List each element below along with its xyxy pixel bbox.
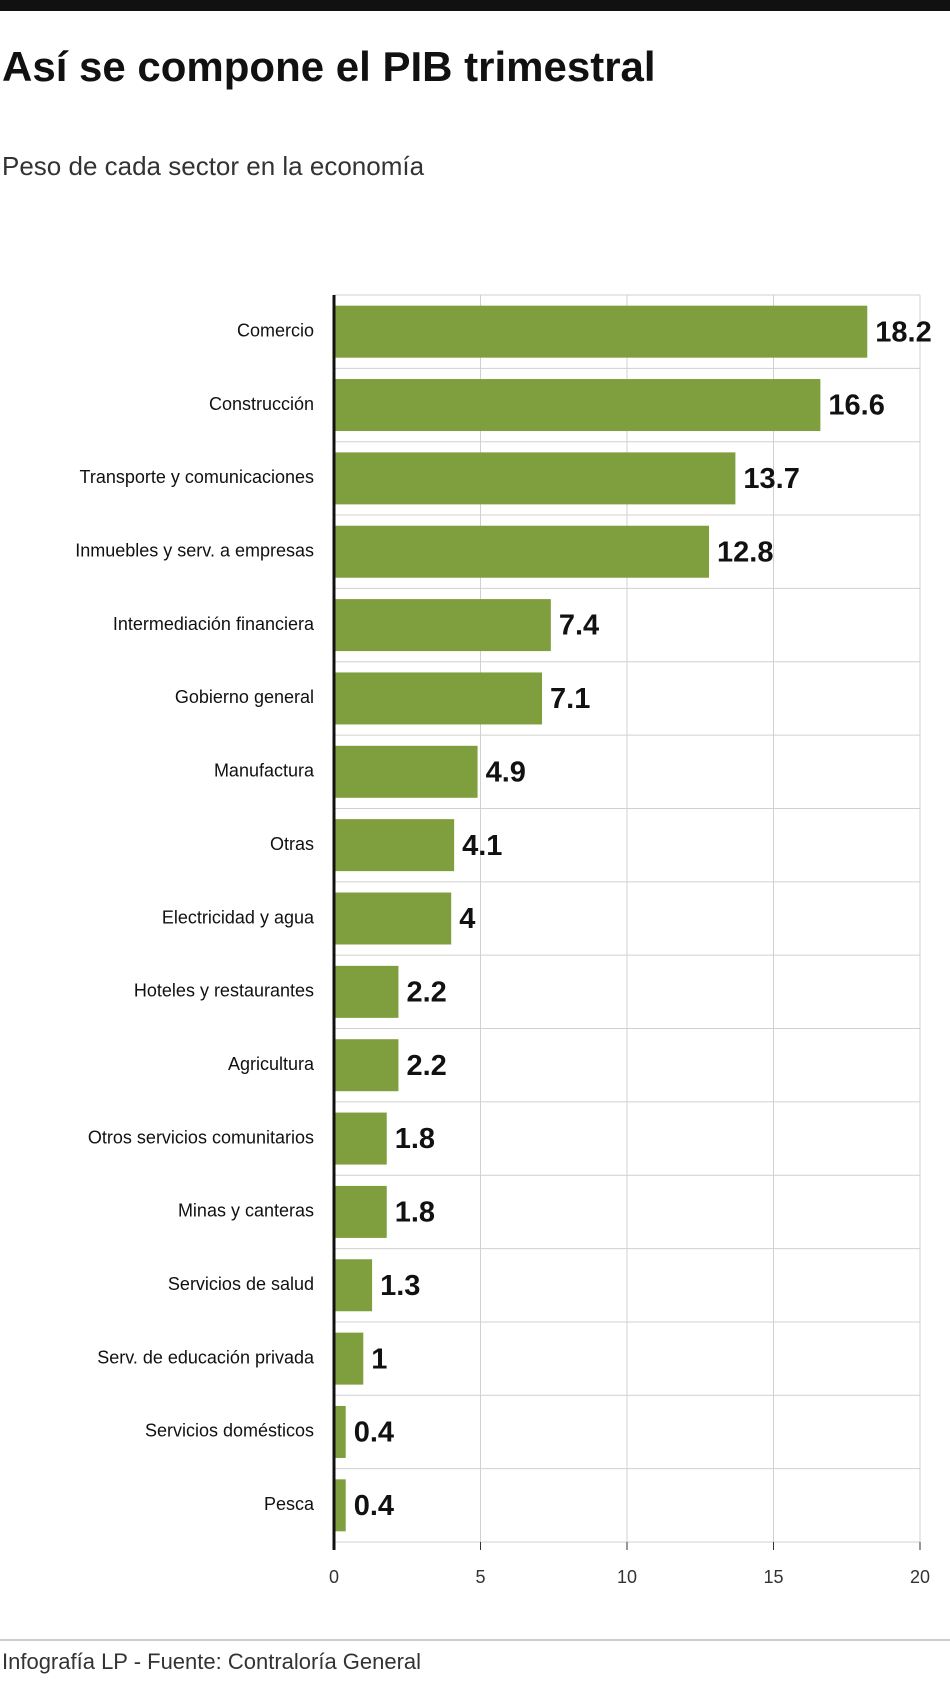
y-tick-label: Pesca: [264, 1494, 315, 1514]
bar: [334, 1185, 387, 1238]
value-label: 7.1: [550, 683, 590, 715]
bar: [334, 965, 399, 1018]
source: Infografía LP - Fuente: Contraloría Gene…: [2, 1649, 421, 1674]
x-tick-label: 20: [910, 1567, 930, 1587]
bar: [334, 599, 551, 652]
y-tick-label: Intermediación financiera: [113, 614, 315, 634]
y-tick-label: Serv. de educación privada: [97, 1347, 315, 1367]
value-label: 12.8: [717, 536, 773, 568]
bar: [334, 379, 821, 432]
x-tick-label: 0: [329, 1567, 339, 1587]
chart-subtitle: Peso de cada sector en la economía: [2, 151, 425, 181]
value-label: 2.2: [406, 977, 446, 1009]
y-tick-label: Electricidad y agua: [162, 907, 315, 927]
bar: [334, 745, 478, 798]
y-tick-label: Servicios domésticos: [145, 1421, 314, 1441]
chart-title: Así se compone el PIB trimestral: [2, 43, 656, 90]
bar: [334, 819, 455, 872]
y-tick-label: Hoteles y restaurantes: [134, 981, 314, 1001]
y-tick-label: Servicios de salud: [168, 1274, 314, 1294]
bar: [334, 525, 710, 578]
bar: [334, 1479, 346, 1532]
x-tick-label: 15: [763, 1567, 783, 1587]
y-tick-label: Otras: [270, 834, 314, 854]
x-tick-label: 5: [475, 1567, 485, 1587]
y-tick-label: Manufactura: [214, 761, 315, 781]
y-tick-label: Transporte y comunicaciones: [80, 467, 314, 487]
y-tick-label: Minas y canteras: [178, 1201, 314, 1221]
value-label: 2.2: [406, 1050, 446, 1082]
value-label: 4: [459, 903, 475, 935]
bar: [334, 1332, 364, 1385]
x-tick-label: 10: [617, 1567, 637, 1587]
y-tick-label: Construcción: [209, 394, 314, 414]
value-label: 16.6: [828, 390, 884, 422]
y-tick-label: Gobierno general: [175, 687, 314, 707]
bar: [334, 1405, 346, 1458]
value-label: 1.8: [395, 1197, 435, 1229]
value-label: 13.7: [743, 463, 799, 495]
value-label: 1.3: [380, 1270, 420, 1302]
y-tick-label: Otros servicios comunitarios: [88, 1127, 314, 1147]
bar: [334, 1259, 373, 1312]
bar: [334, 452, 736, 505]
bar: [334, 892, 452, 945]
y-tick-label: Inmuebles y serv. a empresas: [75, 540, 314, 560]
value-label: 1.8: [395, 1123, 435, 1155]
value-label: 18.2: [875, 316, 931, 348]
top-bar: [0, 0, 950, 11]
bar: [334, 1039, 399, 1092]
bar: [334, 672, 543, 725]
bar: [334, 305, 868, 358]
value-label: 7.4: [559, 610, 599, 642]
value-label: 1: [371, 1343, 387, 1375]
value-label: 0.4: [354, 1417, 394, 1449]
value-label: 0.4: [354, 1490, 394, 1522]
bar: [334, 1112, 387, 1165]
value-label: 4.9: [486, 756, 526, 788]
y-tick-label: Agricultura: [228, 1054, 315, 1074]
y-tick-label: Comercio: [237, 320, 314, 340]
value-label: 4.1: [462, 830, 502, 862]
